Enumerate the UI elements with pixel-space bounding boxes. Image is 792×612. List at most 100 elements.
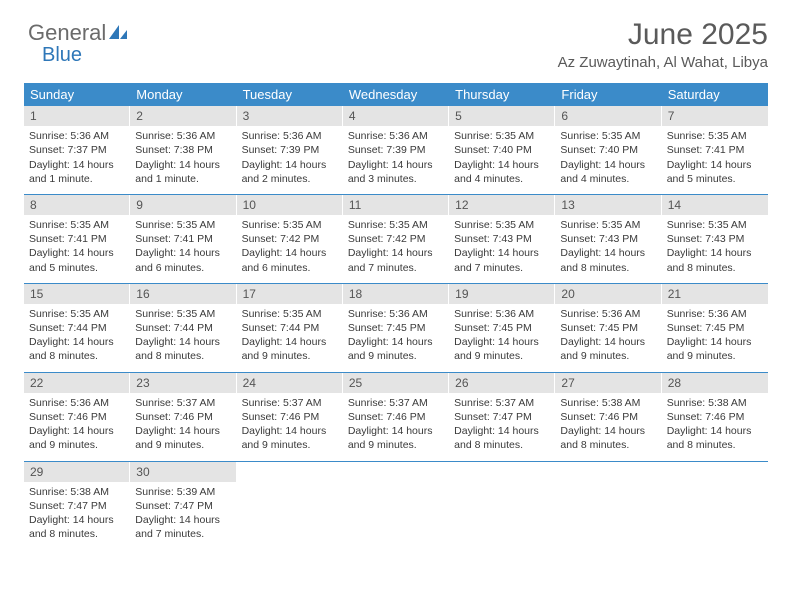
day-body: Sunrise: 5:35 AMSunset: 7:44 PMDaylight:… (237, 304, 343, 372)
day-cell: 2Sunrise: 5:36 AMSunset: 7:38 PMDaylight… (130, 106, 236, 194)
day-number: 18 (343, 284, 449, 304)
day-cell: 22Sunrise: 5:36 AMSunset: 7:46 PMDayligh… (24, 373, 130, 461)
sunset-line: Sunset: 7:43 PM (667, 232, 763, 246)
daylight-line: Daylight: 14 hours and 3 minutes. (348, 158, 444, 186)
day-number: 12 (449, 195, 555, 215)
sunrise-line: Sunrise: 5:37 AM (454, 396, 550, 410)
day-body: Sunrise: 5:38 AMSunset: 7:47 PMDaylight:… (24, 482, 130, 550)
day-number: 10 (237, 195, 343, 215)
day-cell: 10Sunrise: 5:35 AMSunset: 7:42 PMDayligh… (237, 195, 343, 283)
sunrise-line: Sunrise: 5:35 AM (560, 129, 656, 143)
daylight-line: Daylight: 14 hours and 7 minutes. (454, 246, 550, 274)
day-body: Sunrise: 5:36 AMSunset: 7:37 PMDaylight:… (24, 126, 130, 194)
sunrise-line: Sunrise: 5:35 AM (348, 218, 444, 232)
sunset-line: Sunset: 7:39 PM (242, 143, 338, 157)
day-number: 21 (662, 284, 768, 304)
day-cell: 30Sunrise: 5:39 AMSunset: 7:47 PMDayligh… (130, 462, 236, 550)
dayname: Wednesday (343, 83, 449, 106)
day-number: 26 (449, 373, 555, 393)
logo-text-1: General (28, 20, 106, 46)
day-body: Sunrise: 5:38 AMSunset: 7:46 PMDaylight:… (555, 393, 661, 461)
daylight-line: Daylight: 14 hours and 8 minutes. (454, 424, 550, 452)
daylight-line: Daylight: 14 hours and 5 minutes. (29, 246, 125, 274)
day-cell: 25Sunrise: 5:37 AMSunset: 7:46 PMDayligh… (343, 373, 449, 461)
sunset-line: Sunset: 7:41 PM (667, 143, 763, 157)
day-body: Sunrise: 5:35 AMSunset: 7:41 PMDaylight:… (130, 215, 236, 283)
day-body: Sunrise: 5:39 AMSunset: 7:47 PMDaylight:… (130, 482, 236, 550)
sunrise-line: Sunrise: 5:36 AM (454, 307, 550, 321)
page-title: June 2025 (24, 18, 768, 52)
day-number (237, 462, 343, 482)
dayname: Thursday (449, 83, 555, 106)
day-cell: 4Sunrise: 5:36 AMSunset: 7:39 PMDaylight… (343, 106, 449, 194)
sunrise-line: Sunrise: 5:35 AM (454, 218, 550, 232)
day-body: Sunrise: 5:36 AMSunset: 7:38 PMDaylight:… (130, 126, 236, 194)
day-cell: 3Sunrise: 5:36 AMSunset: 7:39 PMDaylight… (237, 106, 343, 194)
daylight-line: Daylight: 14 hours and 6 minutes. (242, 246, 338, 274)
sunset-line: Sunset: 7:46 PM (29, 410, 125, 424)
sunrise-line: Sunrise: 5:35 AM (560, 218, 656, 232)
daylight-line: Daylight: 14 hours and 4 minutes. (560, 158, 656, 186)
daylight-line: Daylight: 14 hours and 2 minutes. (242, 158, 338, 186)
sunset-line: Sunset: 7:40 PM (454, 143, 550, 157)
day-cell (343, 462, 449, 550)
day-body: Sunrise: 5:35 AMSunset: 7:43 PMDaylight:… (555, 215, 661, 283)
day-number: 1 (24, 106, 130, 126)
sunset-line: Sunset: 7:44 PM (242, 321, 338, 335)
day-number: 8 (24, 195, 130, 215)
sunset-line: Sunset: 7:46 PM (242, 410, 338, 424)
sunset-line: Sunset: 7:38 PM (135, 143, 231, 157)
week-row: 29Sunrise: 5:38 AMSunset: 7:47 PMDayligh… (24, 462, 768, 550)
day-cell: 21Sunrise: 5:36 AMSunset: 7:45 PMDayligh… (662, 284, 768, 372)
day-body: Sunrise: 5:37 AMSunset: 7:47 PMDaylight:… (449, 393, 555, 461)
daylight-line: Daylight: 14 hours and 8 minutes. (29, 513, 125, 541)
sunrise-line: Sunrise: 5:36 AM (29, 396, 125, 410)
day-body: Sunrise: 5:36 AMSunset: 7:45 PMDaylight:… (449, 304, 555, 372)
day-cell: 14Sunrise: 5:35 AMSunset: 7:43 PMDayligh… (662, 195, 768, 283)
day-cell: 18Sunrise: 5:36 AMSunset: 7:45 PMDayligh… (343, 284, 449, 372)
sunrise-line: Sunrise: 5:37 AM (135, 396, 231, 410)
daylight-line: Daylight: 14 hours and 9 minutes. (560, 335, 656, 363)
day-number (662, 462, 768, 482)
day-body (662, 482, 768, 532)
daylight-line: Daylight: 14 hours and 4 minutes. (454, 158, 550, 186)
sunrise-line: Sunrise: 5:37 AM (242, 396, 338, 410)
dayname: Saturday (662, 83, 768, 106)
sunset-line: Sunset: 7:46 PM (348, 410, 444, 424)
day-cell: 7Sunrise: 5:35 AMSunset: 7:41 PMDaylight… (662, 106, 768, 194)
day-body: Sunrise: 5:38 AMSunset: 7:46 PMDaylight:… (662, 393, 768, 461)
day-cell: 20Sunrise: 5:36 AMSunset: 7:45 PMDayligh… (555, 284, 661, 372)
sunrise-line: Sunrise: 5:38 AM (667, 396, 763, 410)
logo-text-2: Blue (42, 44, 82, 67)
day-body: Sunrise: 5:36 AMSunset: 7:45 PMDaylight:… (343, 304, 449, 372)
sunrise-line: Sunrise: 5:36 AM (29, 129, 125, 143)
sunset-line: Sunset: 7:42 PM (242, 232, 338, 246)
sunset-line: Sunset: 7:41 PM (29, 232, 125, 246)
day-cell: 17Sunrise: 5:35 AMSunset: 7:44 PMDayligh… (237, 284, 343, 372)
sunrise-line: Sunrise: 5:36 AM (667, 307, 763, 321)
header: June 2025 Az Zuwaytinah, Al Wahat, Libya (24, 18, 768, 71)
daylight-line: Daylight: 14 hours and 1 minute. (29, 158, 125, 186)
sunrise-line: Sunrise: 5:37 AM (348, 396, 444, 410)
day-number (555, 462, 661, 482)
daylight-line: Daylight: 14 hours and 9 minutes. (242, 335, 338, 363)
day-number: 20 (555, 284, 661, 304)
sunset-line: Sunset: 7:42 PM (348, 232, 444, 246)
sunset-line: Sunset: 7:45 PM (667, 321, 763, 335)
day-cell: 29Sunrise: 5:38 AMSunset: 7:47 PMDayligh… (24, 462, 130, 550)
day-body: Sunrise: 5:35 AMSunset: 7:43 PMDaylight:… (449, 215, 555, 283)
day-body: Sunrise: 5:37 AMSunset: 7:46 PMDaylight:… (130, 393, 236, 461)
sunset-line: Sunset: 7:43 PM (454, 232, 550, 246)
sunrise-line: Sunrise: 5:35 AM (135, 307, 231, 321)
sunrise-line: Sunrise: 5:35 AM (454, 129, 550, 143)
daylight-line: Daylight: 14 hours and 8 minutes. (560, 424, 656, 452)
day-body: Sunrise: 5:35 AMSunset: 7:41 PMDaylight:… (24, 215, 130, 283)
daylight-line: Daylight: 14 hours and 8 minutes. (560, 246, 656, 274)
day-cell: 23Sunrise: 5:37 AMSunset: 7:46 PMDayligh… (130, 373, 236, 461)
sunset-line: Sunset: 7:45 PM (454, 321, 550, 335)
day-cell (662, 462, 768, 550)
day-body: Sunrise: 5:35 AMSunset: 7:44 PMDaylight:… (130, 304, 236, 372)
sunrise-line: Sunrise: 5:36 AM (348, 129, 444, 143)
day-number: 5 (449, 106, 555, 126)
day-body: Sunrise: 5:35 AMSunset: 7:42 PMDaylight:… (237, 215, 343, 283)
